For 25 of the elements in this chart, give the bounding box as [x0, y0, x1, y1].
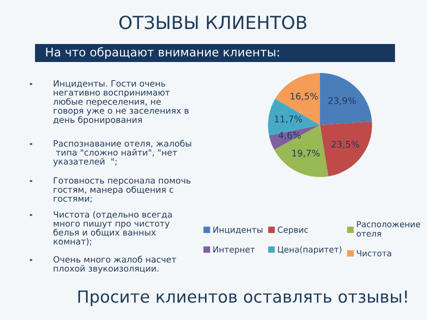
text: Готовность персонала помочь гостям, манера общения с гостями; [54, 177, 190, 203]
legend-label: Сервис [278, 226, 308, 234]
pie-slice [269, 125, 320, 150]
pie-slice [274, 125, 328, 177]
legend-label: Расположение отеля [356, 221, 420, 237]
legend-label: Чистота [356, 250, 392, 256]
legend-label: Интернет [213, 246, 255, 254]
legend-label: Цена(паритет) [278, 246, 342, 254]
pie-slice [275, 73, 320, 125]
data-label: 4,6% [278, 132, 301, 140]
text: Распознавание отеля, жалобы типа "сложно найти", "нет указателей "; [53, 140, 192, 166]
text: Просите клиентов оставлять отзывы! [78, 290, 407, 306]
data-label: 11,7% [274, 115, 302, 124]
pie-slice [320, 121, 372, 176]
chart-subtitle: На что обращают внимание клиенты: [46, 47, 279, 59]
text: Чистота (отдельно всегда много пишут про чистоту белья и общих ванных комнат); [53, 211, 172, 246]
data-label: 23,9% [328, 97, 356, 105]
data-label: 23,5% [332, 140, 360, 149]
data-label: 19,7% [292, 150, 320, 158]
chart-title: ОТЗЫВЫ КЛИЕНТОВ [119, 16, 306, 30]
legend-label: Инциденты [213, 226, 262, 234]
data-label: 16,5% [290, 92, 318, 101]
text: Инциденты. Гости очень негативно воспринимают любые переселения, не говоря уже о не заселениях в день бронирования [53, 80, 189, 125]
pie-slice [320, 73, 372, 125]
text: Очень много жалоб насчет плохой звукоизоляции. [53, 256, 176, 274]
